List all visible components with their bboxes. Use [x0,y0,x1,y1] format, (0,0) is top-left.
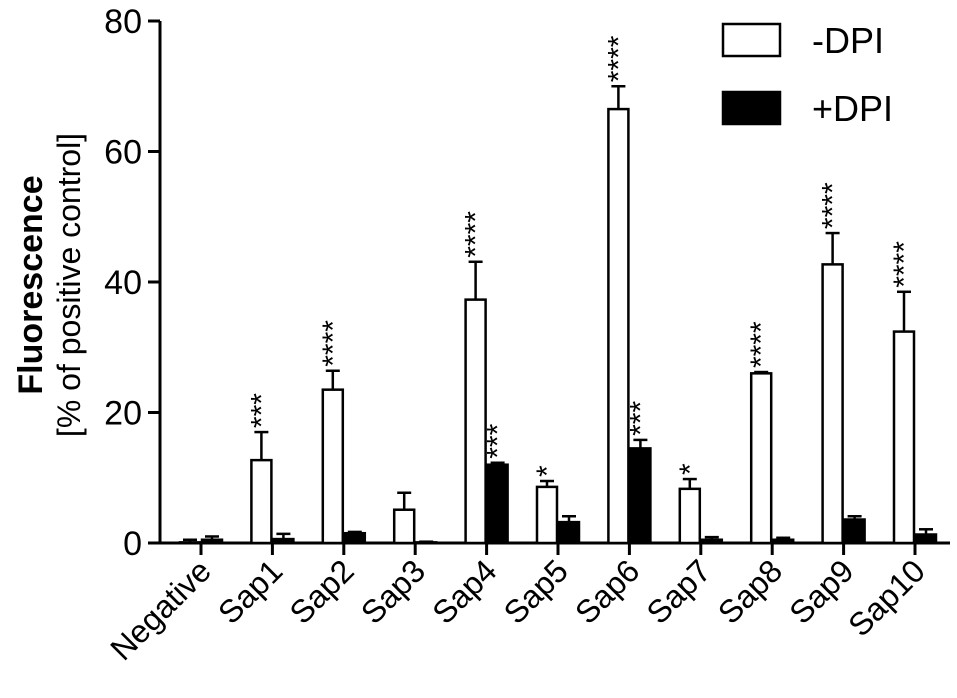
legend: -DPI +DPI [721,20,893,129]
bar-minus-dpi [178,541,202,545]
y-tick-label: 80 [104,3,142,41]
bar-plus-dpi [629,447,652,545]
y-tick-label: 40 [104,264,142,302]
significance-label: **** [460,211,493,258]
x-tick-label: Sap5 [497,552,575,630]
x-tick-label: Sap1 [211,552,289,630]
bar-plus-dpi [914,533,938,545]
legend-label-plus-dpi: +DPI [812,88,893,129]
x-tick-label: Sap8 [711,552,789,630]
significance-label: **** [745,321,778,368]
bar-plus-dpi [200,538,224,545]
x-tick-label: Sap6 [568,552,646,630]
bar-plus-dpi [771,538,795,545]
bar-plus-dpi [343,531,367,545]
significance-label: *** [245,393,278,428]
bar-minus-dpi [464,298,487,545]
significance-label: * [674,463,707,475]
bar-minus-dpi [678,487,702,545]
x-tick-label: Sap3 [354,552,432,630]
significance-label: **** [317,320,350,367]
significance-label: *** [482,423,515,458]
significance-label: **** [602,35,635,82]
y-axis-label-group: Fluorescence [% of positive control] [12,133,87,437]
x-tick-label: Sap10 [841,552,932,643]
y-axis-subtitle: [% of positive control] [51,133,87,437]
bar-plus-dpi [700,538,724,545]
bar-plus-dpi [486,463,509,545]
x-tick-label: Sap2 [282,552,360,630]
bar-plus-dpi [272,537,295,545]
y-axis-title: Fluorescence [12,175,50,394]
legend-swatch-plus-dpi [721,90,782,126]
bar-minus-dpi [392,508,416,545]
bar-minus-dpi [892,330,916,545]
significance-label: **** [888,241,921,288]
x-tick-label: Sap4 [425,552,503,630]
significance-label: * [531,465,564,477]
y-tick-label: 0 [123,525,142,563]
bar-minus-dpi [250,458,273,545]
x-tick-label: Negative [103,552,218,667]
bar-minus-dpi [607,107,630,545]
bar-minus-dpi [821,263,844,545]
significance-label: **** [817,182,850,229]
y-tick-label: 60 [104,134,142,172]
bar-minus-dpi [321,388,345,545]
x-tick-label: Sap7 [639,552,717,630]
significance-label: *** [624,401,657,436]
bar-minus-dpi [535,485,559,545]
legend-swatch-minus-dpi [721,22,782,58]
bar-minus-dpi [749,372,773,545]
bar-plus-dpi [557,520,581,545]
y-tick-label: 20 [104,395,142,433]
legend-label-minus-dpi: -DPI [812,20,884,61]
bar-plus-dpi [843,518,866,545]
